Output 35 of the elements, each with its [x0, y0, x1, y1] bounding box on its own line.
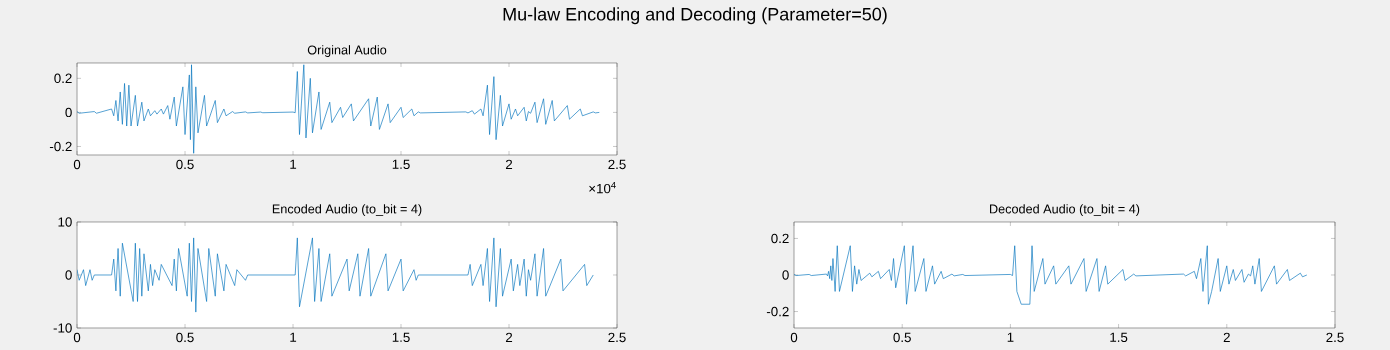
x-tick-label: 1.5 [392, 332, 410, 342]
line-series [77, 64, 600, 154]
chart-title: Original Audio [307, 45, 387, 57]
line-series [794, 245, 1308, 305]
x-tick-label: 2 [505, 159, 513, 170]
x-tick-label: 1 [290, 332, 297, 342]
x-tick-label: 0.5 [893, 332, 911, 343]
x-tick-label: 2.5 [608, 159, 626, 170]
y-tick-label: -0.2 [766, 306, 789, 317]
text: Mu-law Encoding and Decoding (Parameter=50) [503, 7, 887, 25]
chart-title: Decoded Audio (to_bit = 4) [990, 204, 1140, 216]
x-tick-label: 1.5 [1110, 332, 1128, 342]
x-tick-label: 2.5 [608, 332, 626, 343]
y-tick-label: 0 [782, 270, 789, 280]
y-tick-label: 10 [58, 217, 72, 227]
x-tick-label: 2 [1223, 332, 1230, 343]
x-tick-label: 1.5 [392, 159, 410, 169]
line-series [77, 237, 594, 313]
x-tick-label: 0.5 [176, 332, 194, 343]
x-tick-label: 0 [73, 159, 81, 170]
chart-title: Encoded Audio (to_bit = 4) [272, 204, 422, 216]
x-tick-label: 2.5 [1326, 332, 1344, 343]
y-tick-label: -0.2 [49, 141, 72, 152]
x-tick-label: 0.5 [176, 159, 194, 170]
y-tick-label: 0 [65, 270, 72, 280]
x-tick-label: 0 [73, 332, 81, 343]
x-tick-label: 1 [290, 159, 297, 169]
y-tick-label: -10 [53, 323, 72, 333]
text: ×10$^{4}$ [589, 181, 616, 194]
x-tick-label: 2 [505, 332, 513, 343]
y-tick-label: 0 [65, 107, 72, 118]
y-tick-label: 0.2 [54, 73, 72, 84]
y-tick-label: 0.2 [771, 233, 789, 244]
x-tick-label: 0 [790, 332, 798, 343]
x-tick-label: 1 [1007, 332, 1014, 342]
